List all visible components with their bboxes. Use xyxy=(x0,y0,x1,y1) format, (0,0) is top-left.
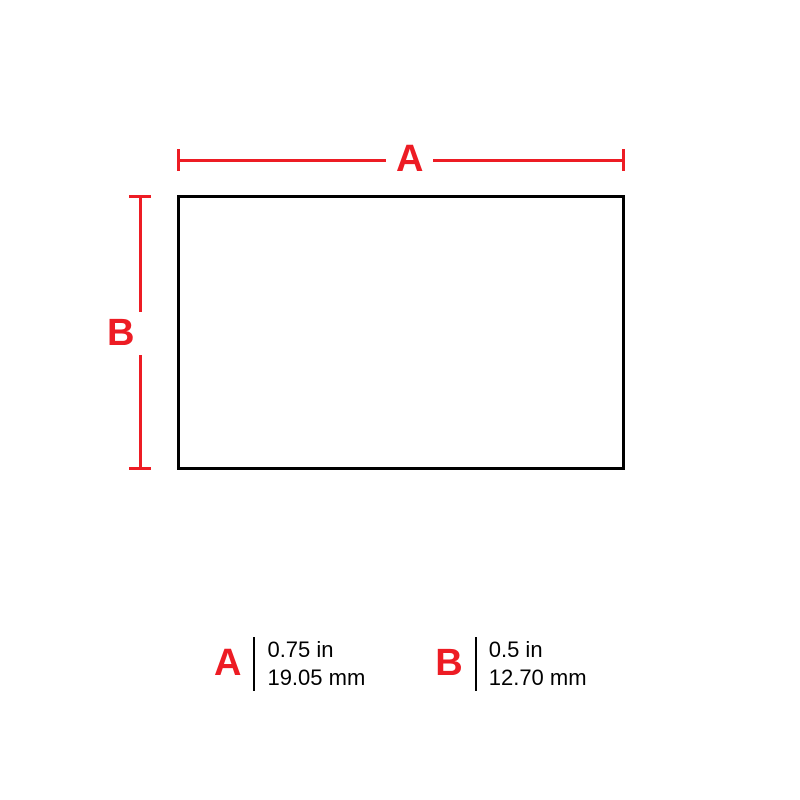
legend-letter-b: B xyxy=(435,642,474,685)
main-rectangle xyxy=(177,195,625,470)
dim-a-label: A xyxy=(386,138,433,181)
legend-a-mm: 19.05 mm xyxy=(267,664,365,692)
legend-item-a: A 0.75 in 19.05 mm xyxy=(214,636,365,691)
dimension-legend: A 0.75 in 19.05 mm B 0.5 in 12.70 mm xyxy=(214,636,587,691)
dimension-diagram: A B A 0.75 in 19.05 mm B 0.5 in 12.70 mm xyxy=(0,0,800,800)
legend-letter-a: A xyxy=(214,642,253,685)
legend-b-mm: 12.70 mm xyxy=(489,664,587,692)
legend-values-a: 0.75 in 19.05 mm xyxy=(255,636,365,691)
dim-b-label: B xyxy=(97,312,144,355)
legend-item-b: B 0.5 in 12.70 mm xyxy=(435,636,586,691)
legend-b-inches: 0.5 in xyxy=(489,636,587,664)
legend-values-b: 0.5 in 12.70 mm xyxy=(477,636,587,691)
dim-b-bottom-cap xyxy=(129,467,151,470)
dim-a-right-cap xyxy=(622,149,625,171)
legend-a-inches: 0.75 in xyxy=(267,636,365,664)
